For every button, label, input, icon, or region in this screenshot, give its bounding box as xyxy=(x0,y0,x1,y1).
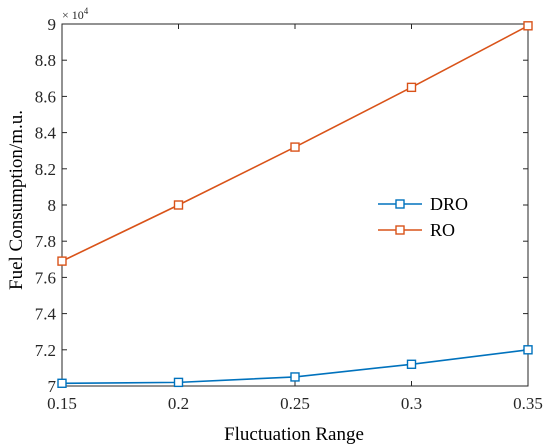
data-point-ro xyxy=(173,200,184,210)
legend: DRO RO xyxy=(378,194,468,240)
y-axis-exponent: × 104 xyxy=(62,6,89,22)
legend-marker-dro xyxy=(395,199,405,209)
data-point-dro xyxy=(290,372,300,382)
y-tick-label: 7 xyxy=(48,377,57,396)
y-tick-label: 8.6 xyxy=(35,87,56,106)
data-point-ro xyxy=(406,82,417,93)
y-tick-label: 8.2 xyxy=(35,160,56,179)
x-axis: 0.15 0.2 0.25 0.3 0.35 xyxy=(47,24,543,413)
y-tick-label: 8 xyxy=(48,196,57,215)
y-tick-label: 7.2 xyxy=(35,341,56,360)
y-tick-label: 8.8 xyxy=(35,51,56,70)
x-tick-label: 0.3 xyxy=(401,394,422,413)
y-tick-label: 9 xyxy=(48,15,57,34)
x-tick-label: 0.15 xyxy=(47,394,77,413)
data-point-dro xyxy=(523,345,533,355)
x-axis-label: Fluctuation Range xyxy=(224,424,364,445)
data-point-dro xyxy=(173,377,184,388)
data-point-ro xyxy=(57,256,67,266)
data-point-dro xyxy=(406,359,417,369)
x-tick-label: 0.25 xyxy=(280,394,310,413)
y-axis: 7 7.2 7.4 7.6 7.8 8 8.2 8.4 8.6 8.8 9 xyxy=(35,15,528,396)
data-point-ro xyxy=(523,21,533,31)
legend-label-dro: DRO xyxy=(430,194,468,214)
data-point-ro xyxy=(290,142,300,152)
data-point-dro xyxy=(57,378,67,388)
y-axis-label: Fuel Consumption/m.u. xyxy=(6,110,27,290)
x-tick-label: 0.2 xyxy=(168,394,189,413)
legend-label-ro: RO xyxy=(430,220,455,240)
y-tick-label: 7.4 xyxy=(35,305,57,324)
y-tick-label: 8.4 xyxy=(35,124,57,143)
y-tick-label: 7.8 xyxy=(35,232,56,251)
x-tick-label: 0.35 xyxy=(513,394,543,413)
y-tick-label: 7.6 xyxy=(35,268,56,287)
legend-marker-ro xyxy=(395,225,405,235)
series-layer xyxy=(57,21,533,388)
